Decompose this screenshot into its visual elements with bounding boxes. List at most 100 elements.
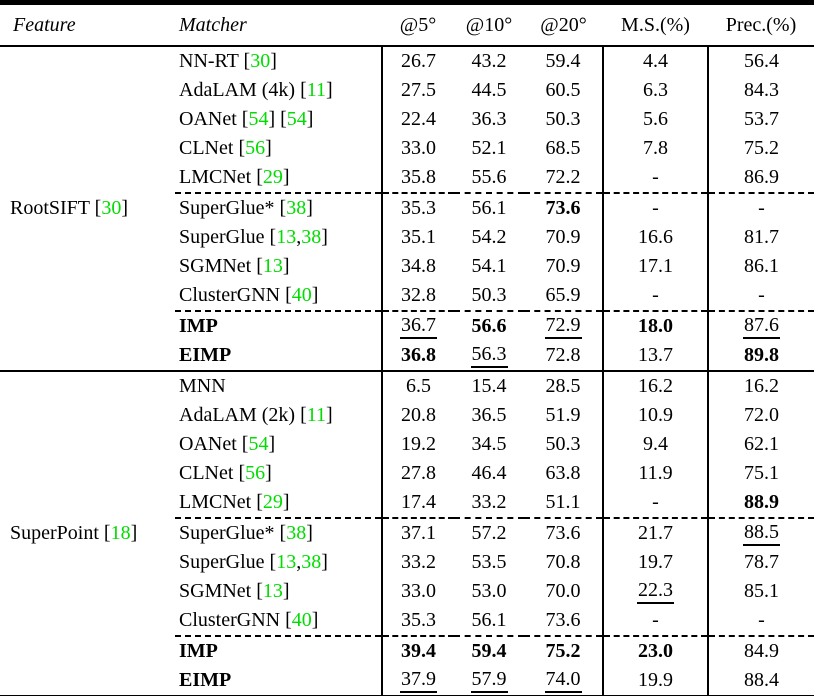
citation-number[interactable]: 38	[286, 522, 307, 544]
header-precision: Prec.(%)	[708, 2, 814, 47]
metric-cell: 62.1	[707, 430, 814, 459]
matcher-name: CLNet	[179, 137, 234, 159]
citation-number[interactable]: 30	[250, 50, 271, 72]
metric-value: 75.2	[545, 640, 581, 662]
metric-value: 19.2	[401, 433, 436, 455]
citation-number[interactable]: 30	[101, 197, 122, 219]
metric-value: 72.8	[545, 344, 581, 366]
citation-number[interactable]: 13	[276, 551, 297, 573]
citation-link[interactable]: [13,38]	[269, 551, 328, 573]
header-matching-score: M.S.(%)	[603, 2, 708, 47]
metric-cell: 35.3	[381, 193, 454, 223]
metric-value: 7.8	[643, 137, 668, 159]
metric-value: 9.4	[643, 433, 668, 455]
citation-link[interactable]: [29]	[256, 166, 290, 188]
table-row: SuperGlue [13,38] 33.2 53.5 70.8 19.7 78.7	[0, 548, 814, 577]
citation-link[interactable]: [13]	[256, 255, 290, 277]
metric-cell: 26.7	[381, 46, 454, 76]
feature-label: RootSIFT [30]	[0, 46, 175, 371]
metric-cell: 35.8	[381, 163, 454, 194]
metric-cell: 34.5	[454, 430, 524, 459]
metric-cell: 9.4	[602, 430, 708, 459]
citation-number[interactable]: 56	[245, 462, 266, 484]
citation-link[interactable]: [54]	[280, 108, 314, 130]
metric-value: 17.4	[401, 491, 436, 513]
citation-link[interactable]: [30]	[94, 197, 129, 219]
table-row: CLNet [56] 27.8 46.4 63.8 11.9 75.1	[0, 459, 814, 488]
metric-cell: 81.7	[707, 223, 814, 252]
metric-cell: 88.4	[707, 666, 814, 696]
citation-link[interactable]: [30]	[243, 50, 277, 72]
citation-number[interactable]: 38	[286, 197, 307, 219]
citation-link[interactable]: [56]	[238, 137, 272, 159]
metric-value: 13.7	[638, 344, 673, 366]
citation-link[interactable]: [54]	[241, 108, 276, 130]
metric-cell: 73.6	[524, 518, 603, 548]
metric-cell: 72.2	[524, 163, 603, 194]
citation-link[interactable]: [13]	[256, 580, 290, 602]
citation-link[interactable]: [29]	[256, 491, 290, 513]
metric-value: -	[652, 491, 659, 513]
table-row: LMCNet [29] 35.8 55.6 72.2 - 86.9	[0, 163, 814, 194]
matcher-name: SuperGlue	[179, 551, 265, 573]
metric-value: 70.9	[545, 255, 581, 277]
citation-link[interactable]: [40]	[285, 609, 319, 631]
citation-number[interactable]: 54	[286, 108, 307, 130]
metric-value: 19.7	[638, 551, 673, 573]
matcher-name: NN-RT	[179, 50, 239, 72]
matcher-cell: NN-RT [30]	[175, 46, 382, 76]
metric-cell: -	[707, 281, 814, 312]
citation-number[interactable]: 13	[262, 580, 283, 602]
citation-link[interactable]: [54]	[241, 433, 276, 455]
citation-number[interactable]: 54	[248, 433, 269, 455]
citation-number[interactable]: 18	[110, 522, 131, 544]
metric-cell: 39.4	[381, 636, 454, 666]
metric-cell: 27.5	[381, 76, 454, 105]
metric-cell: 19.2	[381, 430, 454, 459]
citation-number[interactable]: 40	[291, 609, 312, 631]
metric-value: 11.9	[638, 462, 673, 484]
citation-number[interactable]: 13	[276, 226, 297, 248]
citation-number[interactable]: 38	[301, 226, 322, 248]
metric-value: 20.8	[401, 404, 436, 426]
metric-cell: 70.0	[524, 577, 603, 606]
metric-value: 18.0	[638, 315, 673, 337]
table-row: IMP 36.7 56.6 72.9 18.0 87.6	[0, 311, 814, 341]
citation-number[interactable]: 38	[301, 551, 322, 573]
citation-link[interactable]: [38]	[279, 197, 313, 219]
citation-number[interactable]: 11	[306, 404, 327, 426]
citation-number[interactable]: 11	[306, 79, 327, 101]
metric-value: 59.4	[545, 50, 581, 72]
citation-link[interactable]: [56]	[238, 462, 272, 484]
feature-name: SuperPoint	[10, 522, 99, 544]
matcher-name: ClusterGNN	[179, 284, 281, 306]
metric-value: 33.2	[401, 551, 436, 573]
citation-link[interactable]: [13,38]	[269, 226, 328, 248]
citation-link[interactable]: [40]	[285, 284, 319, 306]
metric-value: 44.5	[471, 79, 507, 101]
citation-number[interactable]: 56	[245, 137, 266, 159]
citation-number[interactable]: 29	[262, 491, 283, 513]
metric-cell: 53.5	[454, 548, 524, 577]
table-row: ClusterGNN [40] 32.8 50.3 65.9 - -	[0, 281, 814, 312]
citation-link[interactable]: [11]	[300, 79, 333, 101]
matcher-cell: LMCNet [29]	[175, 488, 382, 519]
metric-value: 50.3	[471, 284, 507, 306]
metric-cell: 86.9	[707, 163, 814, 194]
citation-link[interactable]: [18]	[103, 522, 138, 544]
metric-value: 23.0	[638, 640, 673, 662]
citation-link[interactable]: [38]	[279, 522, 313, 544]
metric-value: 86.1	[744, 255, 779, 277]
citation-number[interactable]: 13	[262, 255, 283, 277]
citation-number[interactable]: 40	[291, 284, 312, 306]
citation-number[interactable]: 29	[262, 166, 283, 188]
metric-value: 88.4	[744, 669, 779, 691]
citation-number[interactable]: 54	[248, 108, 269, 130]
matcher-cell: OANet [54] [54]	[175, 105, 382, 134]
table-row: SuperGlue* [38] 35.3 56.1 73.6 - -	[0, 193, 814, 223]
metric-cell: 20.8	[381, 401, 454, 430]
citation-link[interactable]: [11]	[300, 404, 333, 426]
matcher-cell: AdaLAM (4k) [11]	[175, 76, 382, 105]
metric-cell: -	[602, 281, 708, 312]
metric-value: -	[652, 197, 659, 219]
